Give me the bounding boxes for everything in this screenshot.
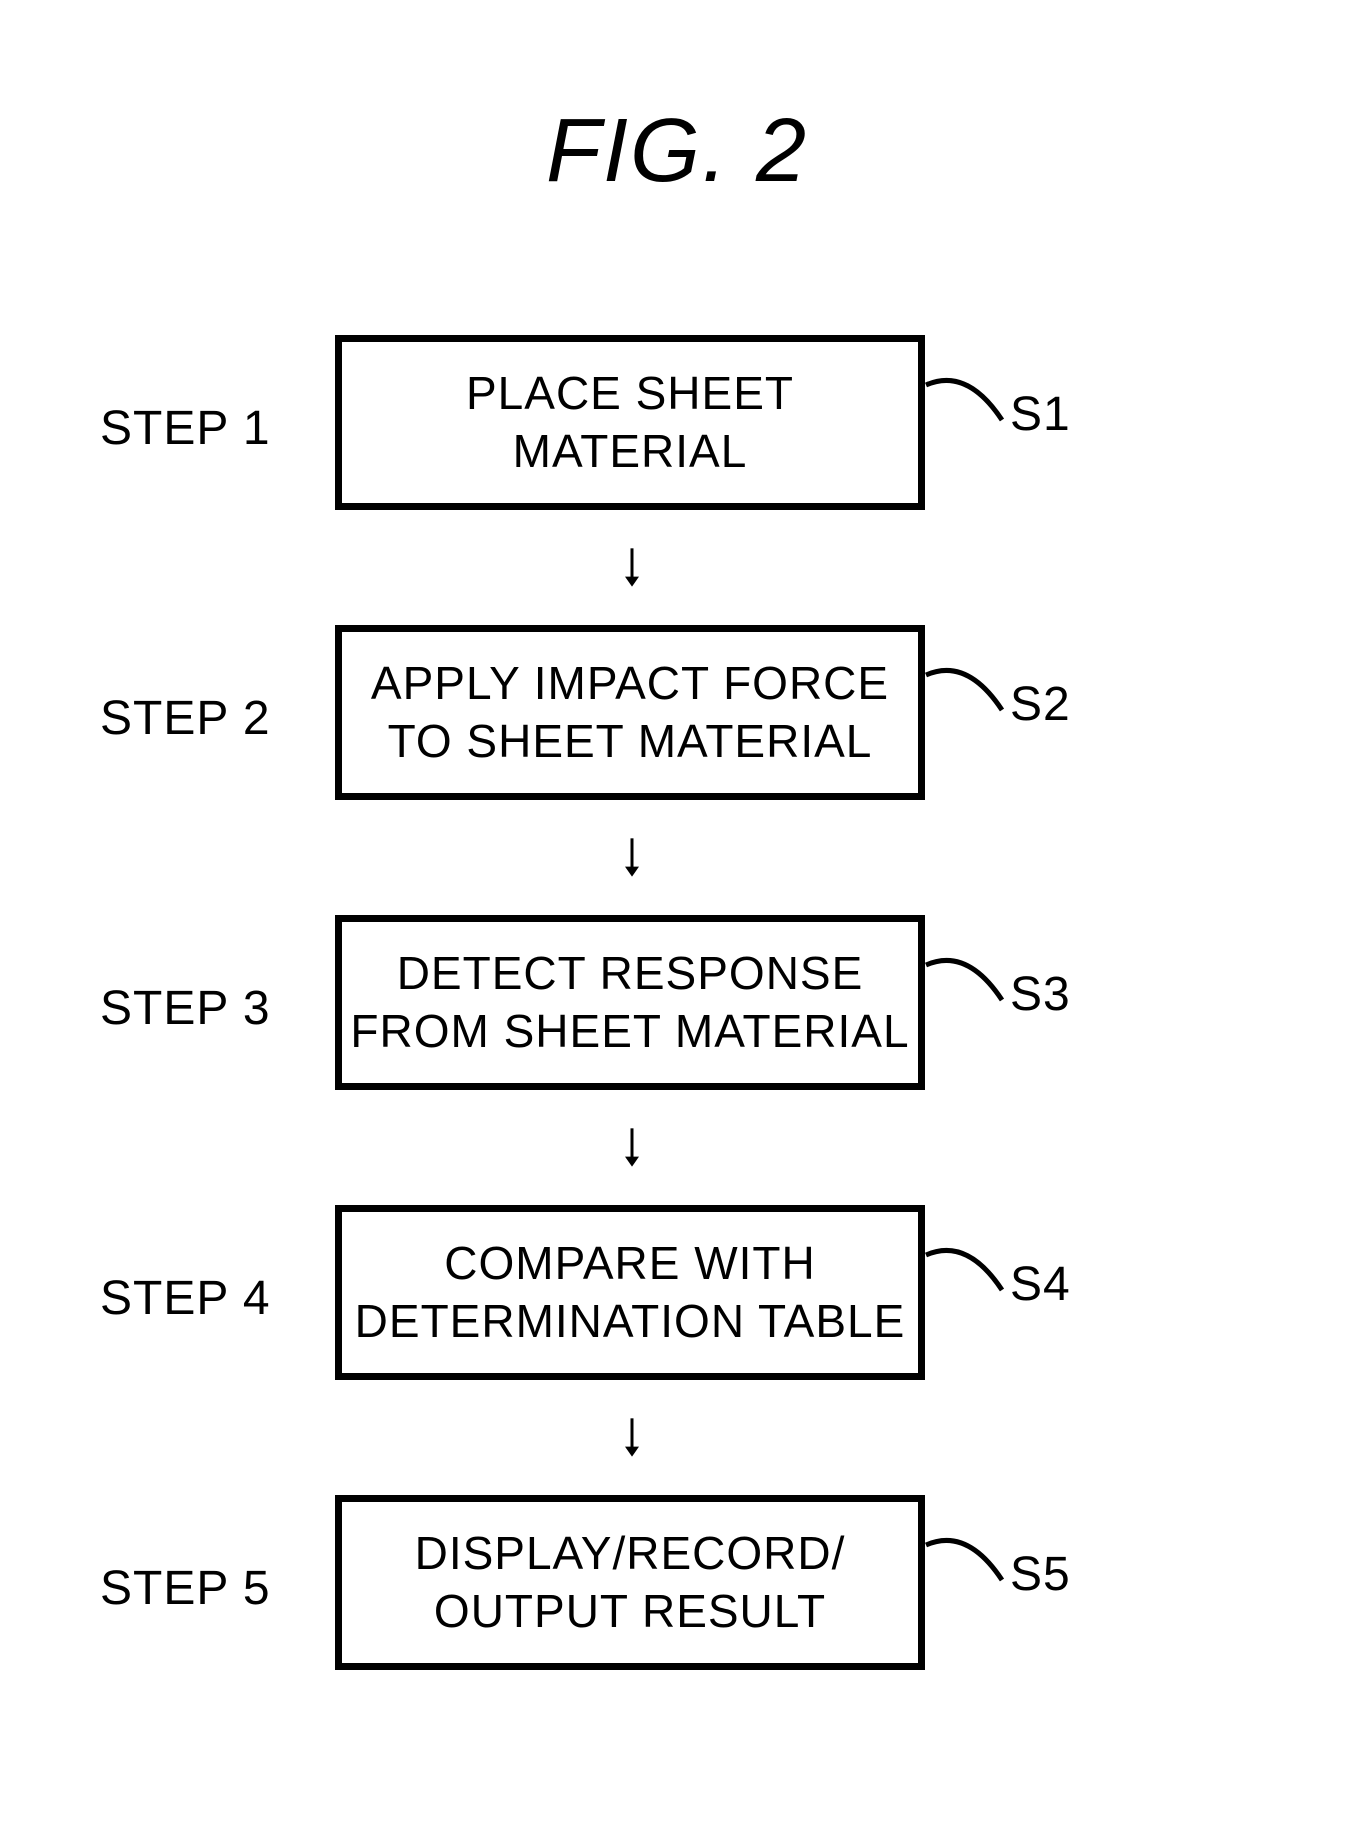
step-box-1: PLACE SHEET MATERIAL <box>335 335 925 510</box>
arrow-3-4 <box>625 1090 639 1205</box>
step-tag-4: S4 <box>1010 1257 1071 1312</box>
connector-tick-4 <box>922 1245 1012 1295</box>
step-box-4: COMPARE WITH DETERMINATION TABLE <box>335 1205 925 1380</box>
step-label-2: STEP 2 <box>100 691 271 746</box>
step-tag-3: S3 <box>1010 967 1071 1022</box>
step-box-2: APPLY IMPACT FORCE TO SHEET MATERIAL <box>335 625 925 800</box>
step-row-2: STEP 2 APPLY IMPACT FORCE TO SHEET MATER… <box>0 625 1354 800</box>
step-label-4: STEP 4 <box>100 1271 271 1326</box>
step-label-3: STEP 3 <box>100 981 271 1036</box>
step-4-line-1: COMPARE WITH <box>444 1237 815 1289</box>
step-box-text-3: DETECT RESPONSE FROM SHEET MATERIAL <box>350 945 909 1060</box>
arrow-2-3 <box>625 800 639 915</box>
step-label-1: STEP 1 <box>100 401 271 456</box>
step-3-line-1: DETECT RESPONSE <box>397 947 864 999</box>
step-1-line-1: PLACE SHEET <box>466 367 794 419</box>
connector-tick-2 <box>922 665 1012 715</box>
step-row-5: STEP 5 DISPLAY/RECORD/ OUTPUT RESULT S5 <box>0 1495 1354 1670</box>
step-tag-1: S1 <box>1010 387 1071 442</box>
step-5-line-1: DISPLAY/RECORD/ <box>415 1527 846 1579</box>
step-box-3: DETECT RESPONSE FROM SHEET MATERIAL <box>335 915 925 1090</box>
step-box-5: DISPLAY/RECORD/ OUTPUT RESULT <box>335 1495 925 1670</box>
connector-tick-1 <box>922 375 1012 425</box>
step-box-text-4: COMPARE WITH DETERMINATION TABLE <box>355 1235 906 1350</box>
step-2-line-2: TO SHEET MATERIAL <box>388 715 873 767</box>
step-2-line-1: APPLY IMPACT FORCE <box>371 657 889 709</box>
step-1-line-2: MATERIAL <box>513 425 748 477</box>
connector-tick-3 <box>922 955 1012 1005</box>
step-3-line-2: FROM SHEET MATERIAL <box>350 1005 909 1057</box>
figure-title: FIG. 2 <box>546 100 808 203</box>
flowchart-container: STEP 1 PLACE SHEET MATERIAL S1 STEP 2 AP… <box>0 335 1354 1785</box>
step-5-line-2: OUTPUT RESULT <box>434 1585 826 1637</box>
step-tag-5: S5 <box>1010 1547 1071 1602</box>
step-box-text-2: APPLY IMPACT FORCE TO SHEET MATERIAL <box>371 655 889 770</box>
step-row-1: STEP 1 PLACE SHEET MATERIAL S1 <box>0 335 1354 510</box>
step-4-line-2: DETERMINATION TABLE <box>355 1295 906 1347</box>
step-row-4: STEP 4 COMPARE WITH DETERMINATION TABLE … <box>0 1205 1354 1380</box>
arrow-4-5 <box>625 1380 639 1495</box>
step-label-5: STEP 5 <box>100 1561 271 1616</box>
step-box-text-1: PLACE SHEET MATERIAL <box>466 365 794 480</box>
step-box-text-5: DISPLAY/RECORD/ OUTPUT RESULT <box>415 1525 846 1640</box>
connector-tick-5 <box>922 1535 1012 1585</box>
step-row-3: STEP 3 DETECT RESPONSE FROM SHEET MATERI… <box>0 915 1354 1090</box>
arrow-1-2 <box>625 510 639 625</box>
step-tag-2: S2 <box>1010 677 1071 732</box>
